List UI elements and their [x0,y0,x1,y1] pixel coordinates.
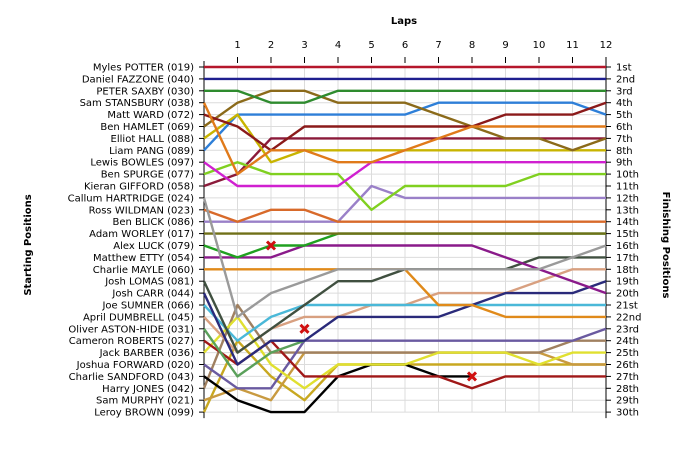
driver-line [203,89,607,152]
finishing-position-label: 30th [616,408,639,419]
lap-tick-label: 7 [435,40,441,51]
starting-driver-label: Leroy BROWN (099) [94,408,194,419]
driver-line [203,160,606,212]
driver-line [202,102,606,176]
finishing-position-label: 1st [616,63,632,74]
finishing-position-label: 24th [616,336,639,347]
finishing-position-label: 25th [616,348,639,359]
starting-driver-label: Daniel FAZZONE (040) [82,74,194,85]
finishing-position-label: 14th [616,217,639,228]
driver-line [203,327,607,390]
driver-line [203,101,607,152]
finishing-position-label: 27th [616,372,639,383]
finishing-position-label: 5th [616,110,633,121]
starting-driver-label: Ben HAMLET (069) [100,122,194,133]
starting-driver-label: Matt WARD (072) [107,110,194,121]
finishing-position-label: 21st [616,301,638,312]
starting-driver-label: Oliver ASTON-HIDE (031) [68,324,194,335]
finishing-position-label: 9th [616,158,633,169]
lap-tick-label: 3 [301,40,307,51]
finishing-position-label: 17th [616,253,639,264]
starting-driver-label: Ben BLICK (086) [112,217,194,228]
finishing-position-label: 18th [616,265,639,276]
right-axis-title: Finishing Positions [660,192,671,299]
starting-driver-label: Joe SUMNER (066) [101,301,194,312]
driver-line [202,197,607,319]
starting-driver-label: Liam PANG (089) [109,146,194,157]
cross-stroke [299,323,310,334]
starting-driver-label: Callum HARTRIDGE (024) [68,193,194,204]
finishing-position-label: 12th [616,193,639,204]
starting-driver-label: Adam WORLEY (017) [89,229,194,240]
position-lines [202,65,607,414]
finishing-position-label: 28th [616,384,639,395]
starting-driver-label: Ross WILDMAN (023) [89,205,194,216]
driver-line [203,315,606,390]
starting-driver-label: Ben SPURGE (077) [101,170,194,181]
lap-tick-label: 11 [566,40,579,51]
starting-driver-label: Lewis BOWLES (097) [90,158,194,169]
driver-line [204,184,606,223]
starting-driver-label: Charlie SANDFORD (043) [69,372,194,383]
finishing-position-label: 19th [616,277,639,288]
cross-stroke [466,371,478,382]
lap-tick-label: 8 [469,40,475,51]
finishing-position-label: 8th [616,146,633,157]
cross-stroke [265,240,277,251]
finishing-position-label: 26th [616,360,639,371]
starting-driver-label: Sam MURPHY (021) [96,396,194,407]
retirement-icon [299,323,310,334]
finishing-position-label: 7th [616,134,633,145]
driver-line [203,303,606,342]
retirement-icon [466,371,478,382]
retirement-markers [265,240,478,382]
starting-driver-label: April DUMBRELL (045) [83,312,194,323]
lap-tick-label: 1 [234,40,240,51]
driver-line [202,280,607,366]
finishing-position-label: 16th [616,241,639,252]
chart-title: Laps [391,16,417,27]
starting-driver-label: Jack BARBER (036) [99,348,194,359]
starting-driver-label: Myles POTTER (019) [93,63,194,74]
lap-tick-label: 9 [502,40,508,51]
driver-line [203,208,606,223]
driver-line [203,328,305,378]
starting-driver-label: Matthew ETTY (054) [93,253,194,264]
finishing-position-label: 11th [616,182,639,193]
finishing-position-label: 23rd [616,324,639,335]
finishing-position-label: 29th [616,396,639,407]
starting-driver-label: Josh LOMAS (081) [104,277,194,288]
finishing-position-label: 20th [616,289,639,300]
finishing-position-label: 10th [616,170,639,181]
starting-driver-label: Charlie MAYLE (060) [93,265,194,276]
starting-driver-label: Sam STANSBURY (038) [80,98,195,109]
finishing-position-label: 3rd [616,86,633,97]
starting-driver-label: Elliot HALL (088) [111,134,195,145]
starting-driver-label: Cameron ROBERTS (027) [69,336,194,347]
starting-driver-label: PETER SAXBY (030) [96,86,194,97]
starting-driver-label: Josh CARR (044) [111,289,194,300]
lap-tick-label: 6 [402,40,408,51]
starting-driver-label: Kieran GIFFORD (058) [84,182,194,193]
left-axis-title: Starting Positions [23,194,34,295]
retirement-icon [265,240,277,251]
lap-tick-label: 5 [368,40,374,51]
finishing-position-label: 6th [616,122,633,133]
lap-tick-label: 4 [335,40,341,51]
lap-tick-label: 2 [268,40,274,51]
finishing-position-label: 2nd [616,74,635,85]
finishing-position-label: 4th [616,98,633,109]
driver-line [204,89,606,104]
starting-driver-label: Harry JONES (042) [102,384,194,395]
lap-tick-label: 10 [533,40,546,51]
driver-line [203,160,606,188]
lap-tick-label: 12 [600,40,613,51]
finishing-position-label: 13th [616,205,639,216]
starting-driver-label: Joshua FORWARD (020) [76,360,194,371]
finishing-position-label: 15th [616,229,639,240]
finishing-position-label: 22nd [616,312,641,323]
starting-driver-label: Alex LUCK (079) [113,241,194,252]
